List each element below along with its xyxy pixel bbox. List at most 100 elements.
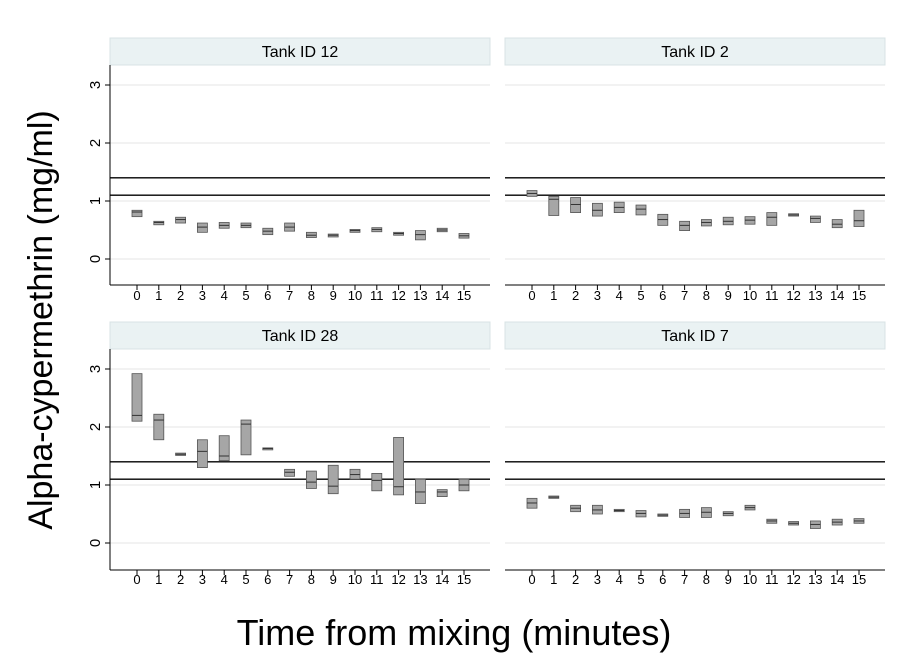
y-tick-label: 2 xyxy=(87,139,104,147)
x-tick-label: 1 xyxy=(550,288,557,303)
box-iqr xyxy=(679,220,690,231)
x-tick-label: 10 xyxy=(348,288,362,303)
x-axis-title: Time from mixing (minutes) xyxy=(236,612,672,653)
y-axis-title: Alpha-cypermethrin (mg/ml) xyxy=(22,110,60,529)
x-tick-label: 11 xyxy=(765,572,779,587)
y-tick-label: 0 xyxy=(87,539,104,547)
y-tick-label: 3 xyxy=(87,81,104,89)
box-iqr xyxy=(131,373,143,422)
box-iqr xyxy=(393,437,405,496)
x-tick-label: 9 xyxy=(330,288,337,303)
x-tick-label: 7 xyxy=(286,572,293,587)
x-tick-label: 5 xyxy=(637,572,644,587)
x-tick-label: 1 xyxy=(155,572,162,587)
x-tick-label: 0 xyxy=(528,572,535,587)
x-tick-label: 3 xyxy=(199,288,206,303)
x-tick-label: 14 xyxy=(435,572,449,587)
panel-strip xyxy=(504,321,886,350)
x-tick-label: 5 xyxy=(242,572,249,587)
x-tick-label: 13 xyxy=(413,288,427,303)
box-iqr xyxy=(831,219,843,229)
x-tick-label: 6 xyxy=(659,572,666,587)
box-iqr xyxy=(175,216,187,224)
y-tick-label: 1 xyxy=(87,481,104,489)
box-iqr xyxy=(327,464,339,495)
box-iqr xyxy=(240,419,252,456)
x-tick-label: 13 xyxy=(413,572,427,587)
panel-strip xyxy=(109,37,491,66)
x-tick-label: 0 xyxy=(528,288,535,303)
x-tick-label: 6 xyxy=(264,572,271,587)
x-tick-label: 3 xyxy=(594,288,601,303)
box-iqr xyxy=(131,209,143,218)
box-iqr xyxy=(635,204,647,216)
x-tick-label: 11 xyxy=(370,288,384,303)
x-tick-label: 2 xyxy=(572,288,579,303)
x-tick-label: 14 xyxy=(435,288,449,303)
y-tick-label: 3 xyxy=(87,365,104,373)
x-tick-label: 8 xyxy=(308,288,315,303)
x-tick-label: 9 xyxy=(725,572,732,587)
y-axis-title-svg: Alpha-cypermethrin (mg/ml) xyxy=(22,110,60,529)
panel-title: Tank ID 7 xyxy=(661,328,729,345)
x-tick-label: 3 xyxy=(199,572,206,587)
x-tick-label: 0 xyxy=(133,572,140,587)
box-iqr xyxy=(414,230,426,241)
y-tick-label: 1 xyxy=(87,197,104,205)
y-tick-label: 0 xyxy=(87,255,104,263)
x-tick-label: 2 xyxy=(572,572,579,587)
x-tick-label: 6 xyxy=(264,288,271,303)
x-tick-label: 14 xyxy=(830,288,844,303)
panel-title: Tank ID 2 xyxy=(661,44,729,61)
x-tick-label: 12 xyxy=(391,288,405,303)
box-iqr xyxy=(810,215,821,223)
x-tick-label: 11 xyxy=(370,572,384,587)
x-tick-label: 7 xyxy=(681,288,688,303)
box-iqr xyxy=(766,212,778,226)
x-tick-label: 4 xyxy=(616,572,623,587)
box-iqr xyxy=(196,222,208,233)
x-tick-label: 9 xyxy=(330,572,337,587)
panel-strip xyxy=(109,321,491,350)
x-tick-label: 15 xyxy=(852,288,866,303)
box-iqr xyxy=(548,195,560,216)
x-tick-label: 1 xyxy=(550,572,557,587)
x-tick-label: 0 xyxy=(133,288,140,303)
x-tick-label: 14 xyxy=(830,572,844,587)
x-tick-label: 9 xyxy=(725,288,732,303)
x-tick-label: 12 xyxy=(786,288,800,303)
x-tick-label: 13 xyxy=(808,572,822,587)
box-iqr xyxy=(218,435,230,462)
x-tick-label: 8 xyxy=(703,288,710,303)
x-tick-label: 7 xyxy=(286,288,293,303)
box-iqr xyxy=(305,470,317,489)
x-tick-label: 12 xyxy=(786,572,800,587)
x-tick-label: 5 xyxy=(637,288,644,303)
x-tick-label: 8 xyxy=(308,572,315,587)
x-tick-label: 4 xyxy=(616,288,623,303)
x-tick-label: 8 xyxy=(703,572,710,587)
box-iqr xyxy=(153,220,165,226)
x-tick-label: 5 xyxy=(242,288,249,303)
x-tick-label: 2 xyxy=(177,288,184,303)
box-iqr xyxy=(570,197,581,214)
x-tick-label: 12 xyxy=(391,572,405,587)
x-tick-label: 1 xyxy=(155,288,162,303)
box-iqr xyxy=(414,478,426,504)
box-iqr xyxy=(284,468,296,477)
box-iqr xyxy=(371,472,383,492)
x-tick-label: 15 xyxy=(852,572,866,587)
x-tick-label: 15 xyxy=(457,572,471,587)
x-tick-label: 7 xyxy=(681,572,688,587)
y-axis-title-container: Alpha-cypermethrin (mg/ml) xyxy=(8,0,68,663)
x-tick-label: 15 xyxy=(457,288,471,303)
panel-title: Tank ID 12 xyxy=(262,44,339,61)
x-tick-label: 11 xyxy=(765,288,779,303)
x-tick-label: 4 xyxy=(221,288,228,303)
box-iqr xyxy=(196,439,208,469)
x-tick-label: 6 xyxy=(659,288,666,303)
x-tick-label: 10 xyxy=(743,572,757,587)
box-iqr xyxy=(853,209,865,227)
x-tick-label: 10 xyxy=(348,572,362,587)
